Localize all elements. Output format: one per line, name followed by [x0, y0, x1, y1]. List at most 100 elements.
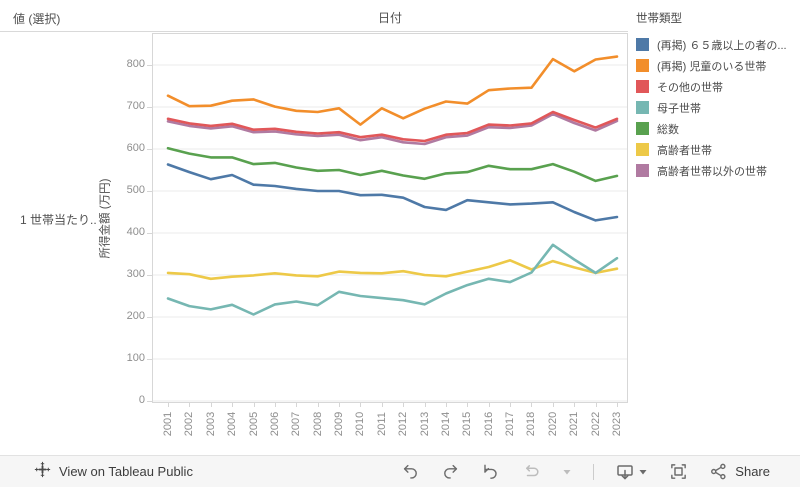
x-tick-label: 2001	[162, 411, 174, 437]
x-tick	[381, 403, 383, 407]
legend-panel: 世帯類型 (再掲) ６５歳以上の者の... (再掲) 児童のいる世帯 その他の世帯母…	[636, 10, 787, 181]
redo-button[interactable]	[441, 462, 460, 481]
y-tick	[147, 401, 152, 402]
download-caret-icon	[639, 469, 647, 474]
legend-label: (再掲) 児童のいる世帯	[657, 60, 767, 73]
legend-label: 総数	[657, 123, 679, 136]
x-tick-label: 2023	[611, 411, 623, 437]
x-tick-label: 2009	[333, 411, 346, 437]
x-tick-label: 2003	[204, 411, 217, 437]
legend-item-4[interactable]: 総数	[636, 118, 787, 139]
y-axis-title: 所得金額 (万円)	[99, 178, 112, 259]
tableau-logo-icon	[34, 461, 51, 483]
y-tick-label: 500	[126, 184, 145, 196]
x-tick-label: 2002	[183, 411, 196, 437]
legend-swatch	[636, 122, 649, 135]
x-tick	[424, 403, 426, 407]
y-tick	[147, 149, 152, 150]
x-tick-label: 2011	[375, 412, 388, 436]
y-tick-label: 100	[126, 352, 145, 364]
y-tick	[147, 275, 152, 276]
x-tick-label: 2021	[568, 411, 581, 437]
line-chart[interactable]	[152, 33, 628, 403]
x-tick-label: 2014	[439, 411, 452, 437]
legend-item-2[interactable]: その他の世帯	[636, 76, 787, 97]
series-line-1[interactable]	[166, 55, 619, 126]
x-tick	[168, 403, 169, 407]
legend-swatch	[636, 143, 649, 156]
y-tick	[147, 65, 152, 66]
x-tick-label: 2017	[504, 411, 517, 437]
legend-swatch	[636, 59, 649, 72]
x-tick	[552, 403, 554, 407]
plot-border	[152, 33, 628, 403]
x-tick	[595, 403, 597, 407]
series-line-3[interactable]	[166, 243, 619, 316]
series-line-0[interactable]	[166, 163, 619, 222]
legend-label: 母子世帯	[657, 102, 701, 115]
x-tick	[232, 403, 234, 407]
plot-area[interactable]	[152, 33, 628, 403]
x-tick	[574, 403, 576, 407]
legend-swatch	[636, 80, 649, 93]
undo-button[interactable]	[401, 462, 420, 481]
x-tick-label: 2007	[290, 411, 303, 437]
share-button[interactable]: Share	[709, 462, 770, 481]
x-tick-label: 2016	[482, 411, 495, 437]
x-tick	[210, 403, 212, 407]
replay-button[interactable]	[481, 462, 500, 481]
x-tick	[531, 403, 533, 407]
y-tick	[147, 191, 152, 192]
x-axis-title: 日付	[377, 11, 402, 25]
x-tick	[317, 403, 319, 407]
y-tick	[147, 107, 152, 108]
x-tick-label: 2018	[525, 411, 538, 437]
refresh-button	[521, 462, 541, 482]
share-label: Share	[735, 464, 770, 479]
legend-item-6[interactable]: 高齢者世帯以外の世帯	[636, 160, 787, 181]
x-tick-label: 2013	[418, 411, 431, 437]
series-line-2[interactable]	[166, 110, 619, 143]
x-tick	[510, 403, 512, 407]
y-tick	[147, 317, 152, 318]
x-tick	[360, 403, 362, 407]
view-on-tableau-link[interactable]: View on Tableau Public	[34, 461, 193, 483]
legend-title: 世帯類型	[636, 13, 682, 25]
y-tick	[147, 233, 152, 234]
legend-item-5[interactable]: 高齢者世帯	[636, 139, 787, 160]
value-selector-label[interactable]: 値 (選択)	[13, 12, 61, 26]
y-tick-label: 0	[138, 394, 145, 406]
x-tick-label: 2020	[546, 411, 559, 437]
legend-label: 高齢者世帯	[657, 144, 712, 157]
x-tick-label: 2015	[461, 411, 474, 437]
row-label: 1 世帯当たり..	[20, 213, 97, 227]
series-line-4[interactable]	[166, 146, 619, 183]
y-tick-label: 700	[126, 100, 145, 112]
legend-item-3[interactable]: 母子世帯	[636, 97, 787, 118]
download-button[interactable]	[615, 462, 648, 482]
legend-item-0[interactable]: (再掲) ６５歳以上の者の...	[636, 34, 787, 55]
toolbar: View on Tableau Public	[0, 455, 800, 487]
legend-swatch	[636, 101, 649, 114]
x-tick	[488, 403, 490, 407]
y-tick-label: 200	[126, 310, 145, 322]
x-tick	[617, 403, 618, 407]
x-tick	[274, 403, 276, 407]
fullscreen-button[interactable]	[669, 462, 688, 481]
x-tick-label: 2022	[589, 411, 602, 437]
x-tick	[296, 403, 298, 407]
legend-item-1[interactable]: (再掲) 児童のいる世帯	[636, 55, 787, 76]
legend-swatch	[636, 38, 649, 51]
y-tick	[147, 359, 152, 360]
x-tick-label: 2006	[268, 411, 281, 437]
series-line-6[interactable]	[166, 112, 619, 146]
x-tick-label: 2012	[397, 411, 410, 437]
legend-label: その他の世帯	[657, 81, 723, 94]
x-tick-label: 2005	[247, 411, 260, 437]
series-line-5[interactable]	[166, 259, 619, 281]
x-tick	[189, 403, 191, 407]
y-tick-label: 600	[126, 142, 145, 154]
legend-swatch	[636, 164, 649, 177]
x-tick-label: 2008	[311, 411, 324, 437]
